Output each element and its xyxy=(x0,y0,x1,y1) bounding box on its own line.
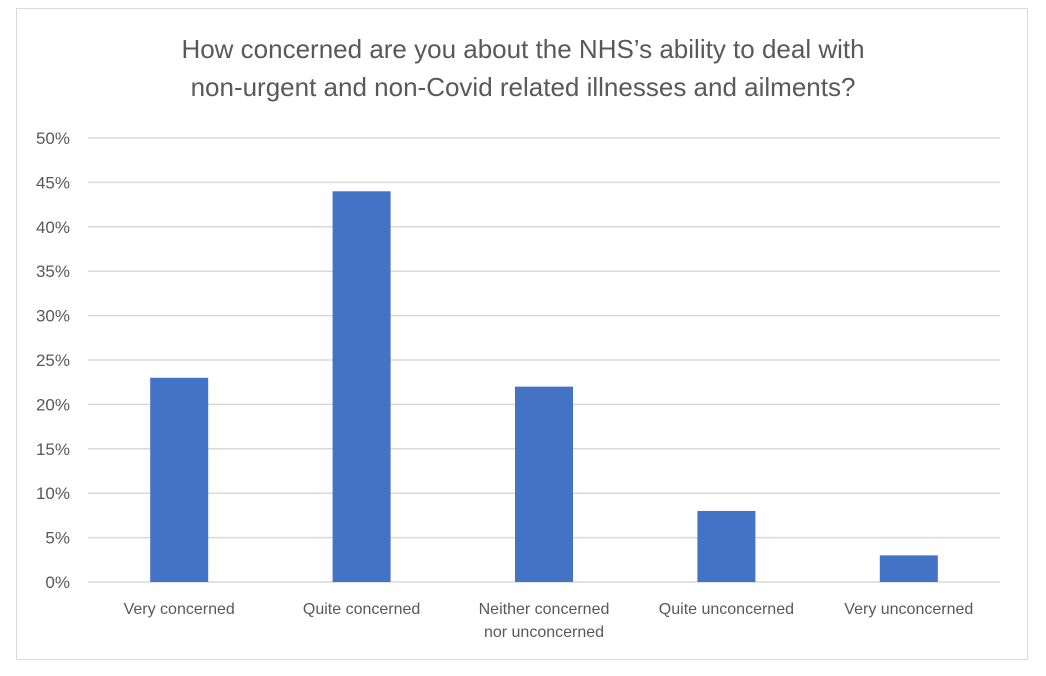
x-category-label: Very unconcerned xyxy=(844,601,973,618)
y-tick-label: 25% xyxy=(36,351,70,370)
bar xyxy=(332,191,391,582)
y-tick-label: 15% xyxy=(36,440,70,459)
y-tick-label: 5% xyxy=(45,529,70,548)
x-category-label: Neither concerned nor unconcerned xyxy=(479,601,610,641)
bar xyxy=(697,510,756,582)
x-category-label: Very concerned xyxy=(124,601,235,618)
x-category-label: Quite concerned xyxy=(303,601,420,618)
chart-title-line-1: How concerned are you about the NHS’s ab… xyxy=(181,34,865,64)
x-category-label: Quite unconcerned xyxy=(659,601,794,618)
y-tick-label: 35% xyxy=(36,262,70,281)
y-tick-label: 40% xyxy=(36,218,70,237)
y-tick-label: 45% xyxy=(36,173,70,192)
y-tick-label: 30% xyxy=(36,307,70,326)
chart-title: How concerned are you about the NHS’s ab… xyxy=(0,30,1046,106)
bar xyxy=(879,555,938,582)
y-tick-label: 50% xyxy=(36,129,70,148)
y-tick-label: 10% xyxy=(36,484,70,503)
y-tick-label: 20% xyxy=(36,395,70,414)
bar xyxy=(515,386,573,582)
y-tick-label: 0% xyxy=(45,573,70,592)
chart-title-line-2: non-urgent and non-Covid related illness… xyxy=(190,72,856,102)
bar xyxy=(150,377,209,582)
